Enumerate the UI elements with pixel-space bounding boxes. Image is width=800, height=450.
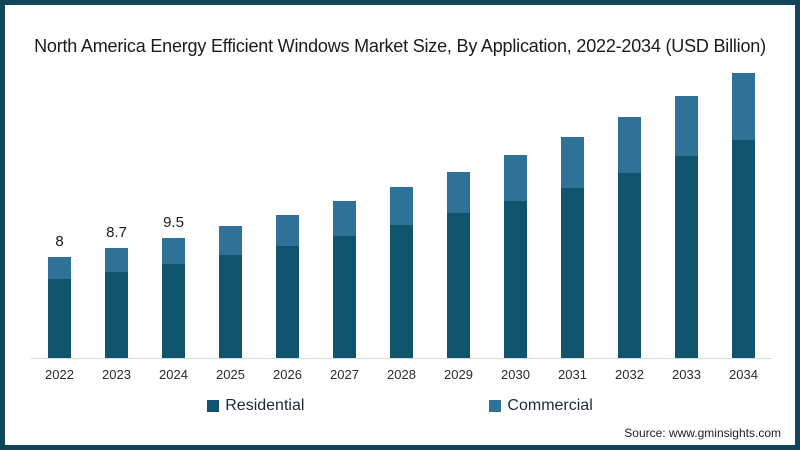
x-axis-line [31, 358, 772, 359]
bar-2029 [447, 171, 470, 358]
x-tick-label-2023: 2023 [102, 367, 131, 382]
x-tick-label-2032: 2032 [615, 367, 644, 382]
bar-2027 [333, 200, 356, 358]
source-note: Source: www.gminsights.com [624, 426, 781, 440]
bar-segment-commercial-2022 [48, 256, 71, 280]
plot-area: 8 8.7 9.5 [31, 60, 772, 359]
bar-segment-residential-2026 [276, 246, 299, 358]
x-tick-label-2024: 2024 [159, 367, 188, 382]
bar-segment-residential-2034 [732, 139, 755, 358]
bar-segment-residential-2027 [333, 236, 356, 358]
bar-segment-commercial-2028 [390, 186, 413, 225]
bar-2026 [276, 214, 299, 358]
x-tick-label-2029: 2029 [444, 367, 473, 382]
bar-2028 [390, 186, 413, 358]
bar-segment-residential-2024 [162, 264, 185, 358]
x-tick-label-2031: 2031 [558, 367, 587, 382]
x-tick-label-2034: 2034 [729, 367, 758, 382]
x-tick-label-2027: 2027 [330, 367, 359, 382]
legend-item-commercial: Commercial [489, 397, 593, 415]
legend-label-residential: Residential [225, 397, 305, 414]
x-axis-labels: 2022 2023 2024 2025 2026 2027 2028 2029 2030 2031… [5, 367, 795, 385]
bar-2032 [618, 117, 641, 358]
chart-title: North America Energy Efficient Windows M… [34, 36, 766, 56]
bar-segment-commercial-2024 [162, 237, 185, 265]
bar-segment-residential-2033 [675, 156, 698, 358]
bar-2033 [675, 95, 698, 358]
residential-swatch-icon [207, 400, 220, 412]
x-tick-label-2033: 2033 [672, 367, 701, 382]
bar-2024 [162, 237, 185, 358]
bar-segment-residential-2029 [447, 213, 470, 358]
bar-segment-residential-2025 [219, 255, 242, 358]
x-tick-label-2025: 2025 [216, 367, 245, 382]
bar-segment-commercial-2033 [675, 95, 698, 157]
x-tick-label-2022: 2022 [45, 367, 74, 382]
bar-segment-residential-2032 [618, 172, 641, 358]
x-tick-label-2028: 2028 [387, 367, 416, 382]
bar-segment-residential-2031 [561, 188, 584, 358]
commercial-swatch-icon [489, 400, 502, 412]
legend: Residential Commercial [5, 397, 795, 415]
bar-segment-commercial-2023 [105, 247, 128, 272]
bar-segment-residential-2030 [504, 200, 527, 358]
legend-label-commercial: Commercial [507, 397, 593, 414]
bar-value-label-2023: 8.7 [106, 223, 127, 241]
bar-segment-commercial-2025 [219, 226, 242, 256]
bar-2034 [732, 72, 755, 358]
bar-segment-commercial-2030 [504, 155, 527, 201]
bar-segment-commercial-2031 [561, 137, 584, 189]
bar-segment-residential-2023 [105, 271, 128, 358]
x-tick-label-2026: 2026 [273, 367, 302, 382]
bar-2030 [504, 155, 527, 358]
bar-2025 [219, 226, 242, 358]
bar-2023 [105, 247, 128, 358]
bar-segment-commercial-2029 [447, 171, 470, 214]
x-tick-label-2030: 2030 [501, 367, 530, 382]
bar-2022 [48, 256, 71, 358]
bar-segment-commercial-2027 [333, 200, 356, 237]
bar-segment-commercial-2026 [276, 214, 299, 247]
bar-segment-commercial-2034 [732, 72, 755, 140]
legend-item-residential: Residential [207, 397, 304, 415]
bar-segment-residential-2028 [390, 224, 413, 358]
bar-segment-commercial-2032 [618, 117, 641, 173]
bar-segment-residential-2022 [48, 279, 71, 358]
bar-value-label-2024: 9.5 [163, 213, 184, 231]
bar-value-label-2022: 8 [55, 232, 64, 250]
bar-2031 [561, 137, 584, 358]
